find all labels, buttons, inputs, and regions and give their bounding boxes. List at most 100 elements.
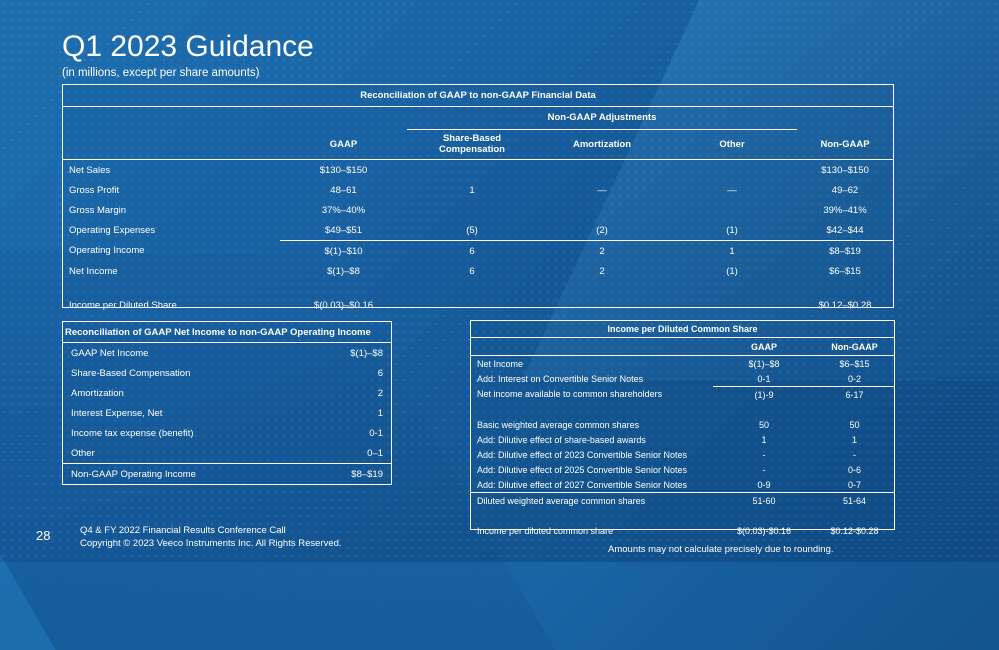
row-label: Operating Expenses: [69, 224, 156, 236]
table-row: Income per diluted common share $(0.03)-$…: [471, 523, 894, 538]
row-label: Non-GAAP Operating Income: [71, 468, 196, 480]
cell-gaap: $(0.03)–$0.16: [313, 300, 374, 311]
col-nongaap: Non-GAAP: [820, 138, 870, 150]
row-label: Interest Expense, Net: [71, 407, 163, 419]
cell-gaap: $(0.03)-$0.16: [736, 525, 792, 536]
table-row: Add: Interest on Convertible Senior Note…: [471, 371, 894, 387]
col-sbc: Share-Based Compensation: [439, 133, 505, 156]
cell-gaap: 0-9: [713, 477, 815, 493]
copyright-line: Copyright © 2023 Veeco Instruments Inc. …: [80, 538, 342, 549]
cell-amortization: —: [597, 184, 607, 196]
table-row: GAAP Net Income $(1)–$8: [63, 343, 391, 364]
cell-gaap: $49–$51: [280, 220, 407, 241]
cell-amortization: [537, 200, 667, 220]
table-row: Amortization 2: [63, 383, 391, 403]
table-row: Net Sales $130–$150 $130–$150: [63, 160, 893, 181]
cell-nongaap: 6-17: [845, 389, 864, 400]
table-row: Add: Dilutive effect of 2023 Convertible…: [471, 447, 894, 462]
cell-gaap: -: [762, 449, 766, 460]
cell-gaap: 37%–40%: [321, 204, 366, 216]
cell-gaap: 50: [758, 419, 769, 430]
cell-gaap: 51-60: [752, 495, 776, 506]
col-amortization: Amortization: [572, 138, 632, 150]
row-value: $(1)–$8: [350, 347, 383, 359]
table-title: Income per Diluted Common Share: [471, 321, 894, 338]
table-row: Interest Expense, Net 1: [63, 403, 391, 423]
row-label: Diluted weighted average common shares: [477, 495, 646, 506]
cell-gaap: -: [762, 464, 766, 475]
cell-nongaap: $0.12-$0.28: [830, 525, 879, 536]
cell-gaap: $(1)–$8: [327, 265, 360, 277]
row-label: Basic weighted average common shares: [477, 419, 640, 430]
cell-other: 1: [729, 245, 735, 257]
table-row: Gross Profit 48–61 1 — — 49–62: [63, 180, 893, 200]
cell-nongaap: 51-64: [842, 495, 867, 506]
cell-other: (1): [726, 265, 738, 277]
col-gaap: GAAP: [750, 341, 777, 352]
cell-nongaap: $6–$15: [839, 358, 870, 369]
cell-nongaap: $6–$15: [829, 265, 861, 277]
row-label: Net Income: [477, 358, 524, 369]
table-row: Add: Dilutive effect of 2027 Convertible…: [471, 477, 894, 493]
col-other: Other: [719, 138, 745, 150]
cell-amortization: (2): [537, 220, 667, 241]
table-row: Income tax expense (benefit) 0-1: [63, 423, 391, 443]
cell-nongaap: $0.12–$0.28: [818, 300, 872, 311]
table-row: Basic weighted average common shares 50 50: [471, 417, 894, 432]
row-label: Gross Profit: [69, 184, 120, 196]
net-income-reconciliation-table: Reconciliation of GAAP Net Income to non…: [62, 321, 392, 485]
page-number: 28: [36, 528, 51, 543]
cell-sbc: 6: [469, 245, 475, 257]
table-title: Reconciliation of GAAP to non-GAAP Finan…: [63, 85, 893, 107]
cell-sbc: [407, 160, 537, 181]
cell-nongaap: -: [853, 449, 856, 460]
row-label: Amortization: [71, 387, 124, 399]
row-label: Net Sales: [69, 164, 111, 176]
rounding-note: Amounts may not calculate precisely due …: [608, 544, 834, 555]
cell-nongaap: $42–$44: [797, 220, 893, 241]
cell-other: —: [727, 184, 737, 196]
table-row: Other 0–1: [63, 443, 391, 464]
cell-gaap: $130–$150: [319, 164, 368, 176]
cell-nongaap: $130–$150: [821, 164, 869, 176]
table-row: Operating Income $(1)–$10 6 2 1 $8–$19: [63, 241, 893, 262]
col-gaap: GAAP: [329, 138, 358, 150]
row-value: 0-1: [369, 427, 383, 439]
row-label: Net Income: [69, 265, 118, 277]
page-subtitle: (in millions, except per share amounts): [62, 67, 260, 79]
cell-gaap: 0-1: [713, 371, 815, 387]
adjustments-header: Non-GAAP Adjustments: [407, 106, 797, 130]
cell-gaap: (1)-9: [754, 389, 774, 400]
cell-nongaap: 0-2: [815, 371, 894, 387]
cell-nongaap: 0-7: [815, 477, 894, 493]
cell-nongaap: 39%–41%: [823, 204, 867, 216]
cell-sbc: [407, 200, 537, 220]
cell-amortization: [537, 160, 667, 181]
row-label: Net income available to common sharehold…: [477, 389, 663, 400]
row-label: Operating Income: [69, 245, 145, 257]
table-row: Non-GAAP Operating Income $8–$19: [63, 464, 391, 485]
row-label: Add: Dilutive effect of share-based awar…: [477, 434, 646, 445]
cell-gaap: $(1)–$8: [748, 358, 780, 369]
row-label: Share-Based Compensation: [71, 367, 191, 379]
cell-nongaap: 1: [851, 434, 857, 445]
table-row: Net Income $(1)–$8 $6–$15: [471, 356, 894, 372]
row-label: Add: Dilutive effect of 2027 Convertible…: [477, 479, 687, 490]
row-label: Other: [63, 443, 307, 464]
table-row: Income per Diluted Share $(0.03)–$0.16 $…: [63, 281, 893, 315]
row-label: Income per diluted common share: [477, 525, 614, 536]
cell-other: (1): [667, 220, 797, 241]
table-row: Net income available to common sharehold…: [471, 387, 894, 403]
cell-gaap: 1: [761, 434, 767, 445]
row-label: Income per Diluted Share: [69, 300, 177, 311]
cell-other: [667, 200, 797, 220]
cell-gaap: 48–61: [330, 184, 357, 196]
table-row: Net Income $(1)–$8 6 2 (1) $6–$15: [63, 261, 893, 281]
page-title: Q1 2023 Guidance: [62, 30, 314, 63]
cell-gaap: $(1)–$10: [324, 245, 363, 257]
table-row: Gross Margin 37%–40% 39%–41%: [63, 200, 893, 220]
row-label: Add: Interest on Convertible Senior Note…: [477, 373, 644, 384]
table-row: Add: Dilutive effect of 2025 Convertible…: [471, 462, 894, 477]
row-value: 6: [377, 367, 383, 379]
footer-text: Q4 & FY 2022 Financial Results Conferenc…: [80, 524, 342, 550]
